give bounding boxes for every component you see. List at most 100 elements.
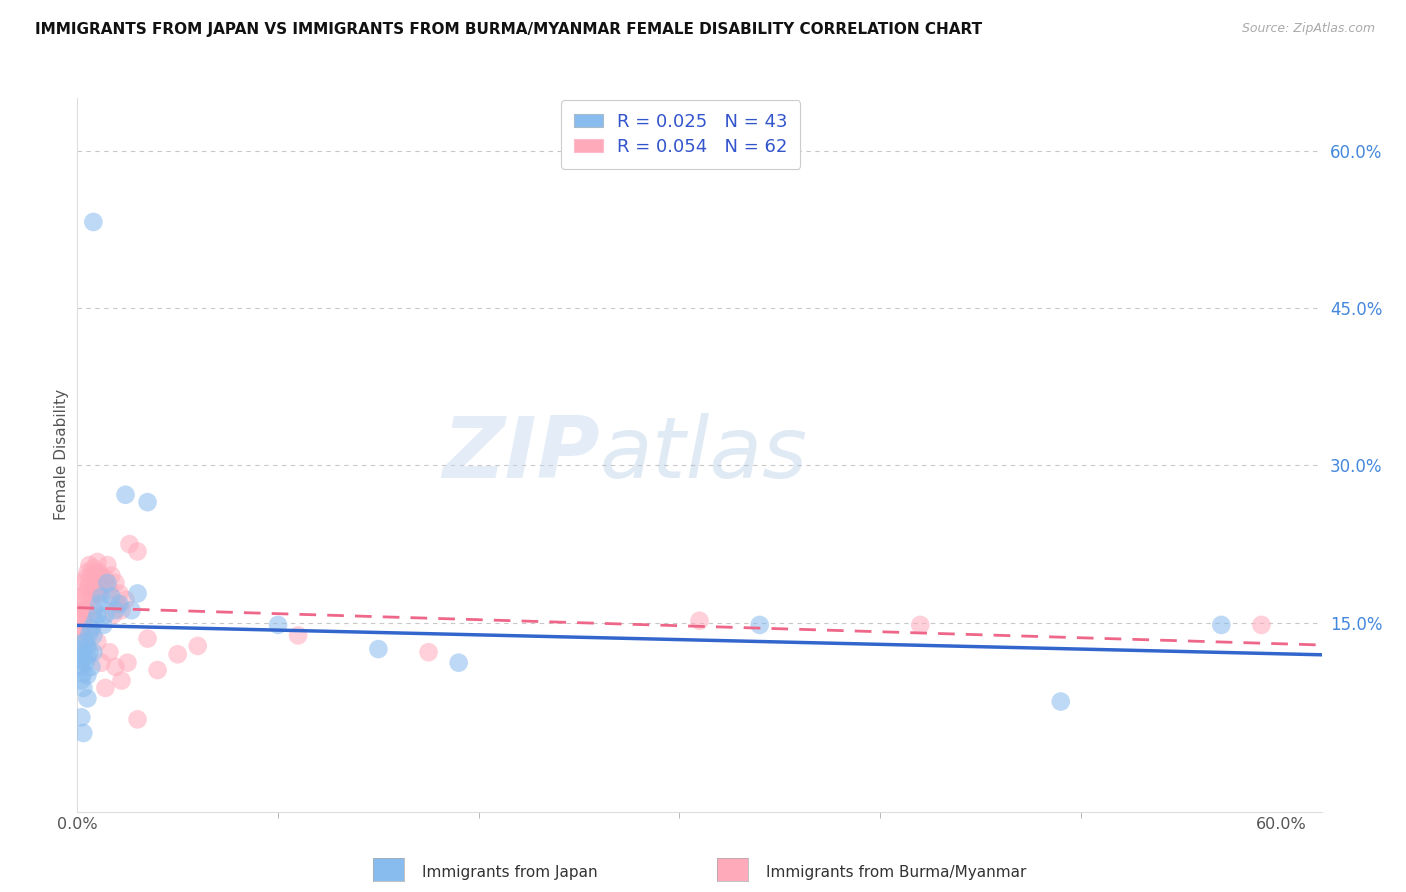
Point [75,586,97,600]
Point [75,572,97,586]
Point [89,586,111,600]
Point [98,582,121,597]
Point [121,603,143,617]
Point [748,618,770,632]
Point [79,645,101,659]
Point [80,621,103,635]
Y-axis label: Female Disability: Female Disability [53,389,69,521]
Point [75,603,97,617]
Point [89,566,111,580]
Point [108,586,131,600]
Point [72,681,94,695]
Point [127,712,149,726]
Point [76,566,98,580]
Point [127,544,149,558]
Point [67,621,90,635]
Point [100,590,122,604]
Point [72,592,94,607]
Text: ZIP: ZIP [443,413,600,497]
Point [84,614,107,628]
Point [84,586,107,600]
Point [75,634,97,648]
Point [70,590,93,604]
Point [82,628,104,642]
Point [76,691,98,706]
Point [86,607,108,622]
Point [90,590,112,604]
Point [86,634,108,648]
Point [82,561,104,575]
Point [70,624,93,639]
Point [90,568,112,582]
Point [146,663,169,677]
Point [267,618,290,632]
Point [103,607,125,622]
Point [76,649,98,664]
Point [80,590,103,604]
Point [187,639,209,653]
Point [93,618,115,632]
Point [67,637,90,651]
Point [96,558,118,573]
Point [67,652,90,666]
Text: IMMIGRANTS FROM JAPAN VS IMMIGRANTS FROM BURMA/MYANMAR FEMALE DISABILITY CORRELA: IMMIGRANTS FROM JAPAN VS IMMIGRANTS FROM… [35,22,983,37]
Point [287,628,309,642]
Point [76,668,98,682]
Point [70,710,93,724]
Point [79,558,101,573]
Point [96,576,118,591]
Point [86,576,108,591]
Point [136,495,159,509]
Point [70,673,93,688]
Point [94,572,117,586]
Point [166,648,188,662]
Point [910,618,932,632]
Point [75,603,97,617]
Point [98,645,121,659]
Point [689,614,711,628]
Point [72,726,94,740]
Point [79,626,101,640]
Point [1049,694,1071,708]
Point [75,656,97,670]
Text: Immigrants from Japan: Immigrants from Japan [422,865,598,880]
Point [70,642,93,657]
Point [76,582,98,597]
Point [80,568,103,582]
Point [82,579,104,593]
Point [110,673,132,688]
Point [94,607,117,622]
Point [110,603,132,617]
Text: Immigrants from Burma/Myanmar: Immigrants from Burma/Myanmar [766,865,1026,880]
Point [79,607,101,622]
Point [1211,618,1233,632]
Point [447,656,470,670]
Point [107,597,129,611]
Point [72,649,94,664]
Point [84,566,107,580]
Point [127,586,149,600]
Point [117,656,139,670]
Point [367,642,389,657]
Point [82,645,104,659]
Point [86,555,108,569]
Point [79,576,101,591]
Point [94,681,117,695]
Point [104,576,127,591]
Point [89,597,111,611]
Point [80,621,103,635]
Point [136,632,159,646]
Point [114,592,136,607]
Point [100,568,122,582]
Point [82,603,104,617]
Point [118,537,141,551]
Point [67,634,90,648]
Point [104,660,127,674]
Point [72,610,94,624]
Text: Source: ZipAtlas.com: Source: ZipAtlas.com [1241,22,1375,36]
Legend: R = 0.025   N = 43, R = 0.054   N = 62: R = 0.025 N = 43, R = 0.054 N = 62 [561,100,800,169]
Point [90,656,112,670]
Point [70,660,93,674]
Point [70,603,93,617]
Point [76,639,98,653]
